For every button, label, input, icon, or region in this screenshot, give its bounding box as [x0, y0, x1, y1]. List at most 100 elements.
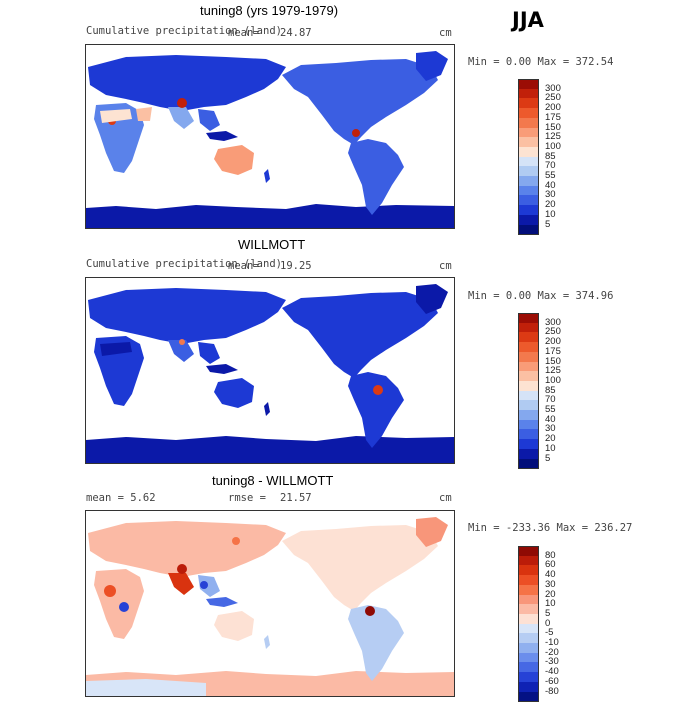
colorbar-level-label: 40 — [545, 179, 556, 191]
southeast-asia — [198, 342, 220, 364]
colorbar-level-label: 150 — [545, 355, 561, 367]
colorbar-swatch — [518, 643, 539, 654]
south-asia — [168, 107, 194, 129]
colorbar-level-label: 125 — [545, 131, 561, 143]
panel-3-rmse-value: 21.57 — [280, 492, 312, 504]
colorbar-swatch — [518, 565, 539, 576]
greenland — [416, 51, 448, 81]
colorbar-swatch — [518, 662, 539, 673]
colorbar-swatch — [518, 691, 539, 702]
anomaly-seasia — [200, 581, 208, 589]
colorbar-swatch — [518, 584, 539, 595]
colorbar-swatch — [518, 652, 539, 663]
colorbar-swatch — [518, 390, 539, 401]
colorbar-level-label: 10 — [545, 208, 556, 220]
colorbar-level-label: -40 — [545, 666, 559, 678]
colorbar-level-label: -80 — [545, 685, 559, 697]
colorbar-swatch — [518, 185, 539, 196]
colorbar-swatch — [518, 439, 539, 450]
colorbar-level-label: -10 — [545, 637, 559, 648]
colorbar-level-label: 5 — [545, 607, 551, 619]
colorbar-level-label: 85 — [545, 150, 556, 162]
colorbar-level-label: -30 — [545, 656, 559, 668]
colorbar-level-label: 5 — [545, 452, 551, 464]
eurasia — [88, 288, 286, 344]
arabia-dry — [136, 107, 152, 121]
colorbar-swatch — [518, 410, 539, 421]
colorbar-level-label: 70 — [545, 160, 556, 172]
colorbar-swatch — [518, 546, 539, 557]
colorbar-level-label: -5 — [545, 627, 554, 639]
colorbar-level-label: 70 — [545, 394, 556, 406]
colorbar-swatch — [518, 176, 539, 187]
colorbar-swatch — [518, 613, 539, 625]
colorbar-level-label: 10 — [545, 598, 556, 610]
panel-3-units: cm — [439, 492, 452, 504]
colorbar-swatch — [518, 448, 539, 459]
panel-3-min-max: Min = -233.36 Max = 236.27 — [468, 522, 633, 534]
colorbar-swatch — [518, 342, 539, 353]
colorbar-level-label: 20 — [545, 433, 556, 445]
greenland — [416, 517, 448, 547]
australia — [214, 145, 254, 175]
new-zealand — [264, 169, 270, 183]
colorbar-swatch — [518, 429, 539, 440]
panel-1-units: cm — [439, 27, 452, 39]
season-label: JJA — [512, 8, 544, 32]
colorbar-swatch — [518, 604, 539, 615]
colorbar-swatch — [518, 156, 539, 167]
indonesia — [206, 131, 238, 141]
panel-1-mean-value: 24.87 — [280, 27, 312, 39]
panel-3-map — [85, 510, 455, 697]
hotspot-centralamerica — [352, 129, 360, 137]
colorbar-level-label: 40 — [545, 413, 556, 425]
colorbar-level-label: 100 — [545, 140, 561, 152]
south-america — [348, 605, 404, 681]
panel-3-rmse-label: rmse = — [228, 492, 266, 504]
colorbar-swatch — [518, 79, 539, 90]
colorbar-swatch — [518, 313, 539, 324]
colorbar-swatch — [518, 98, 539, 109]
colorbar-level-label: 40 — [545, 569, 556, 581]
south-asia — [168, 340, 194, 362]
colorbar-level-label: 5 — [545, 218, 551, 230]
colorbar-level-label: 30 — [545, 423, 556, 435]
colorbar-level-label: 10 — [545, 442, 556, 454]
anomaly-eastafrica — [119, 602, 129, 612]
australia — [214, 611, 254, 641]
colorbar-swatch — [518, 88, 539, 99]
south-america — [348, 139, 404, 215]
colorbar-level-label: 30 — [545, 189, 556, 201]
colorbar-swatch — [518, 361, 539, 372]
panel-2-mean-label: mean= — [228, 260, 260, 272]
colorbar-level-label: 60 — [545, 559, 556, 571]
antarctica — [86, 204, 454, 228]
colorbar-swatch — [518, 332, 539, 343]
north-america — [282, 59, 438, 145]
panel-2-mean-value: 19.25 — [280, 260, 312, 272]
eurasia — [88, 521, 286, 577]
panel-3-mean-label: mean = 5.62 — [86, 492, 156, 504]
colorbar-swatch — [518, 214, 539, 225]
colorbar-level-label: 300 — [545, 316, 561, 328]
sahara-dry — [100, 109, 132, 123]
colorbar-swatch — [518, 555, 539, 566]
panel-1-mean-label: mean= — [228, 27, 260, 39]
colorbar-level-label: 20 — [545, 199, 556, 211]
anomaly-westafrica — [104, 585, 116, 597]
colorbar-swatch — [518, 672, 539, 683]
panel-2-units: cm — [439, 260, 452, 272]
colorbar-level-label: 175 — [545, 345, 561, 357]
anomaly-amazon — [365, 606, 375, 616]
hotspot-monsoon — [179, 339, 185, 345]
north-america — [282, 292, 438, 378]
colorbar-level-label: 150 — [545, 121, 561, 133]
colorbar-swatch — [518, 458, 539, 469]
anomaly-tibet — [177, 564, 187, 574]
colorbar-swatch — [518, 117, 539, 128]
colorbar-level-label: 200 — [545, 336, 561, 348]
new-zealand — [264, 402, 270, 416]
colorbar-swatch — [518, 400, 539, 411]
panel-1-title: tuning8 (yrs 1979-1979) — [200, 3, 339, 18]
colorbar-level-label: 250 — [545, 326, 561, 338]
